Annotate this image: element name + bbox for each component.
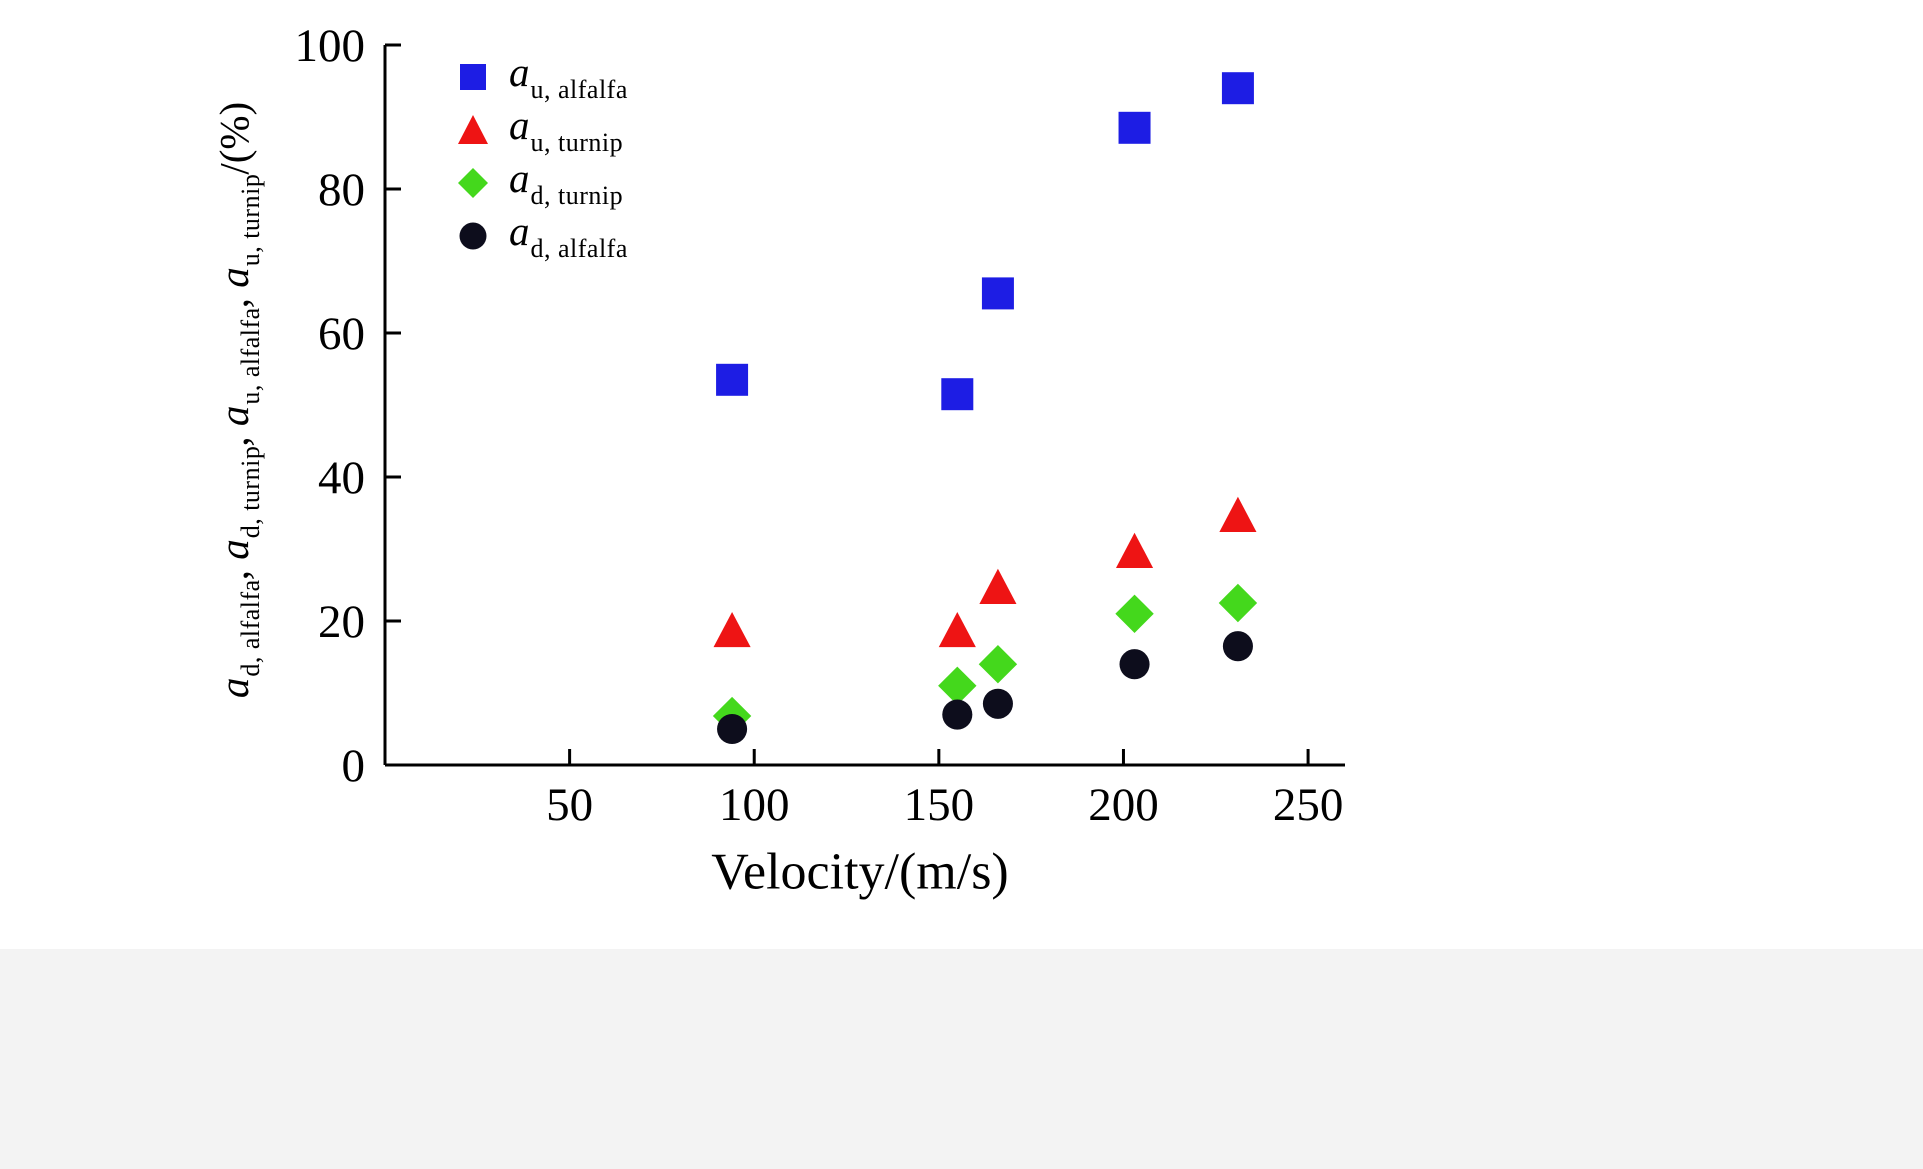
data-point-circle — [717, 713, 748, 745]
data-point-circle — [1222, 631, 1253, 662]
data-point-circle — [942, 699, 973, 730]
data-point-circle — [1119, 649, 1150, 680]
data-point-triangle — [1219, 496, 1257, 532]
square-marker-icon — [455, 62, 491, 92]
legend-item-square: au, alfalfa — [455, 50, 627, 103]
data-point-square — [1221, 72, 1254, 105]
legend-label: au, turnip — [509, 102, 624, 157]
footer-strip — [0, 949, 1923, 1169]
y-tick-label: 40 — [318, 452, 365, 504]
legend: au, alfalfa au, turnip ad, turnip ad, alfal… — [455, 50, 627, 262]
data-point-triangle — [1115, 532, 1154, 568]
data-point-triangle — [938, 611, 976, 648]
x-tick-label: 100 — [719, 779, 790, 831]
data-point-circle — [982, 688, 1013, 719]
data-point-square — [716, 363, 749, 396]
legend-item-triangle: au, turnip — [455, 103, 627, 156]
x-tick-label: 200 — [1088, 779, 1159, 831]
y-tick-label: 100 — [295, 20, 366, 72]
y-axis-label: ad, alfalfa, ad, turnip, au, alfalfa, au… — [210, 101, 266, 699]
x-tick-label: 150 — [904, 779, 975, 831]
legend-label: au, alfalfa — [509, 49, 628, 104]
y-tick-label: 20 — [318, 596, 365, 648]
legend-item-circle: ad, alfalfa — [455, 209, 627, 262]
diamond-marker-icon — [455, 167, 491, 198]
data-point-square — [1118, 111, 1151, 144]
data-point-triangle — [979, 568, 1017, 604]
data-point-diamond — [978, 645, 1018, 684]
x-tick-label: 50 — [546, 779, 593, 831]
legend-label: ad, alfalfa — [509, 208, 628, 263]
circle-marker-icon — [455, 221, 491, 251]
x-tick-label: 250 — [1273, 779, 1344, 831]
y-tick-label: 60 — [318, 308, 365, 360]
data-point-triangle — [713, 611, 751, 648]
data-point-diamond — [1115, 594, 1154, 633]
legend-item-diamond: ad, turnip — [455, 156, 627, 209]
data-point-square — [981, 277, 1014, 310]
data-point-square — [941, 378, 974, 411]
data-point-diamond — [1218, 583, 1258, 623]
triangle-marker-icon — [455, 114, 491, 145]
y-tick-label: 0 — [342, 740, 366, 792]
x-axis-label: Velocity/(m/s) — [711, 843, 1009, 901]
data-point-diamond — [938, 666, 977, 705]
legend-label: ad, turnip — [509, 155, 624, 210]
y-tick-label: 80 — [318, 164, 365, 216]
